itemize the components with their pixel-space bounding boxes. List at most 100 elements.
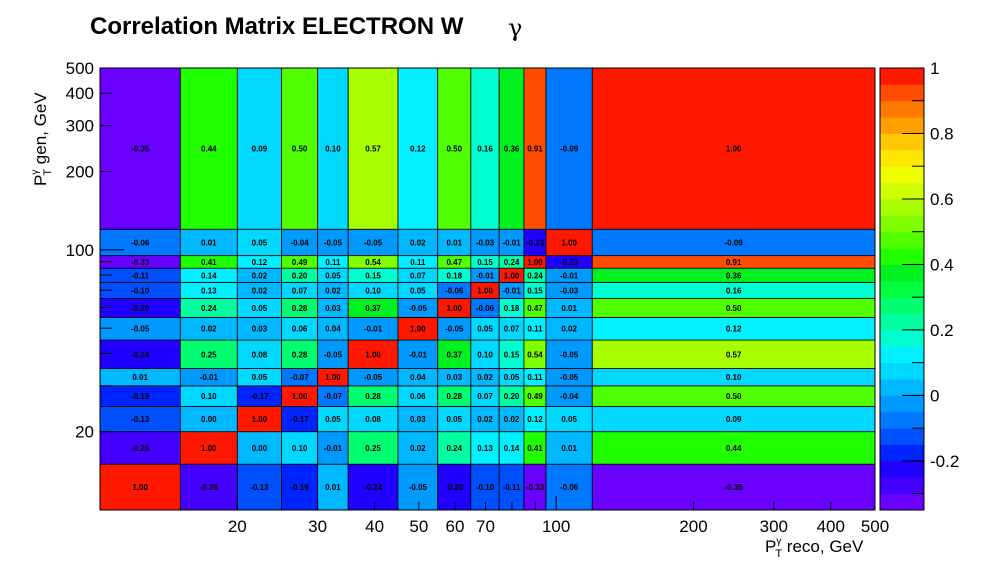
x-axis-label-sub: T <box>775 548 782 560</box>
heatmap-cell-value: 0.01 <box>446 238 462 247</box>
heatmap-cell-value: 0.09 <box>726 415 742 424</box>
heatmap-cell-value: 0.91 <box>726 258 742 267</box>
heatmap-cell-value: 1.00 <box>410 325 426 334</box>
heatmap-cell <box>498 431 525 465</box>
colorbar-segment <box>880 477 924 495</box>
heatmap-cell-value: -0.17 <box>290 415 309 424</box>
heatmap-cell-value: -0.10 <box>476 483 495 492</box>
heatmap-cell <box>437 463 472 511</box>
y-axis-label-rest: gen, GeV <box>31 92 50 169</box>
heatmap-cell-value: 1.00 <box>446 304 462 313</box>
heatmap-cell-value: 0.28 <box>446 392 462 401</box>
heatmap-cell-value: -0.01 <box>324 444 343 453</box>
colorbar-segment <box>880 362 924 380</box>
colorbar-tick-label: 1 <box>930 59 939 78</box>
heatmap-cell-value: 0.07 <box>292 286 308 295</box>
heatmap-cell-value: 0.07 <box>477 392 493 401</box>
heatmap-cell-value: 0.15 <box>365 271 381 280</box>
heatmap-cell-value: -0.11 <box>131 271 149 280</box>
heatmap-cell-value: 0.15 <box>477 258 493 267</box>
heatmap-cell-value: 0.11 <box>527 325 543 334</box>
x-axis-tick-label: 300 <box>760 517 788 536</box>
x-axis-tick-label: 60 <box>445 517 464 536</box>
heatmap-cell-value: 0.15 <box>527 286 543 295</box>
heatmap-cell-value: -0.07 <box>290 373 309 382</box>
colorbar-segment <box>880 68 924 85</box>
colorbar-segment <box>880 444 924 462</box>
heatmap-cell <box>545 339 593 369</box>
heatmap-cell-value: 0.13 <box>201 286 217 295</box>
heatmap-cell-value: 0.37 <box>365 304 381 313</box>
x-axis-tick-label: 200 <box>679 517 707 536</box>
y-axis-label-main: P <box>31 175 50 186</box>
colorbar-segment <box>880 166 924 184</box>
heatmap-cell-value: 0.00 <box>201 415 217 424</box>
colorbar-tick-label: 0.8 <box>930 124 954 143</box>
heatmap-cell-value: -0.35 <box>725 483 744 492</box>
heatmap-cell-value: 0.36 <box>504 145 520 154</box>
heatmap-cell-value: 0.10 <box>201 392 217 401</box>
heatmap-cell-value: 0.24 <box>527 271 543 280</box>
heatmap-cell-value: 0.02 <box>561 325 577 334</box>
heatmap-cell-value: -0.13 <box>131 415 150 424</box>
heatmap-cell <box>317 431 349 465</box>
heatmap-cell-value: 0.02 <box>410 444 426 453</box>
heatmap-cell-value: -0.10 <box>131 286 150 295</box>
heatmap-cell-value: 0.49 <box>292 258 308 267</box>
heatmap-cell-value: 1.00 <box>292 392 308 401</box>
heatmap-cell-value: 0.49 <box>527 392 543 401</box>
heatmap-cell-value: 0.12 <box>252 258 268 267</box>
heatmap-cell-value: 0.28 <box>292 350 308 359</box>
heatmap-cell-value: 0.05 <box>504 373 520 382</box>
heatmap-cell-value: 0.47 <box>527 304 543 313</box>
colorbar-segment <box>880 411 924 429</box>
heatmap-cell-value: 0.01 <box>561 304 577 313</box>
colorbar-segment <box>880 133 924 151</box>
heatmap-cell-value: 0.91 <box>527 145 543 154</box>
heatmap-cell-value: -0.19 <box>290 483 309 492</box>
y-axis-tick-label: 20 <box>75 423 94 442</box>
colorbar-segment <box>880 280 924 298</box>
heatmap-cell <box>347 67 399 230</box>
heatmap-cell-value: 0.05 <box>477 325 493 334</box>
heatmap-cell-value: 0.24 <box>504 258 520 267</box>
heatmap-cell-value: 0.05 <box>410 286 426 295</box>
heatmap-cell <box>179 431 238 465</box>
heatmap-cell-value: 0.02 <box>201 325 217 334</box>
heatmap-cell-value: -0.05 <box>560 350 579 359</box>
heatmap-cell-value: -0.04 <box>560 392 579 401</box>
y-axis-tick-label: 500 <box>66 59 94 78</box>
heatmap-cell-value: -0.05 <box>364 238 383 247</box>
colorbar-segment <box>880 428 924 446</box>
chart-title-symbol: γ <box>508 14 522 42</box>
heatmap-cell-value: 0.07 <box>410 271 426 280</box>
heatmap-cell <box>317 406 349 433</box>
heatmap-cell-value: -0.23 <box>560 258 579 267</box>
heatmap-cell-value: 0.03 <box>325 304 341 313</box>
heatmap-cell-value: 0.11 <box>410 258 426 267</box>
heatmap-cell-value: 0.18 <box>504 304 520 313</box>
heatmap-cell-value: 0.02 <box>252 271 268 280</box>
heatmap-cell-value: 0.03 <box>252 325 268 334</box>
heatmap-cell-value: 0.02 <box>410 238 426 247</box>
heatmap-cell-value: 0.01 <box>325 483 341 492</box>
y-axis-label: PγT gen, GeV <box>30 92 54 186</box>
heatmap-cell-value: 0.02 <box>504 415 520 424</box>
heatmap-cell-value: -0.23 <box>526 238 545 247</box>
heatmap-cell-value: 0.50 <box>726 304 742 313</box>
colorbar-tick-label: 0.6 <box>930 190 954 209</box>
heatmap-cell <box>397 67 439 230</box>
heatmap-cell-value: 0.20 <box>292 271 308 280</box>
heatmap-cell <box>236 228 282 257</box>
heatmap-cell-value: -0.05 <box>409 304 428 313</box>
y-axis-label-sub: T <box>42 169 54 176</box>
heatmap-cell-value: -0.19 <box>131 392 150 401</box>
heatmap-cell-value: 0.37 <box>446 350 462 359</box>
heatmap-cell-value: -0.05 <box>131 325 150 334</box>
y-axis-tick-label: 100 <box>66 241 94 260</box>
heatmap-cell <box>591 463 876 511</box>
heatmap-cell <box>545 431 593 465</box>
heatmap-cell-value: -0.06 <box>445 286 464 295</box>
heatmap-cell-value: 0.03 <box>446 373 462 382</box>
heatmap-cell-value: -0.06 <box>560 483 579 492</box>
